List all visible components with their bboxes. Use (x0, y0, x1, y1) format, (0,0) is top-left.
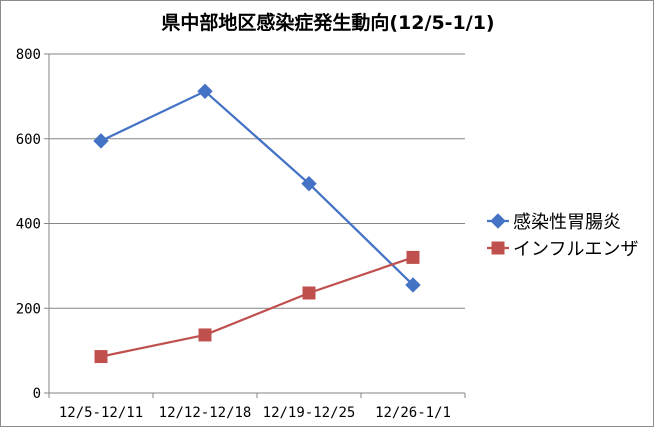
y-tick-labels: 0 200 400 600 800 (16, 47, 41, 402)
data-point-marker (490, 213, 506, 229)
series-line-1 (100, 256, 414, 358)
x-tick-label: 12/26-1/1 (375, 405, 451, 421)
series-line-0 (100, 89, 414, 286)
data-point-marker (302, 286, 316, 300)
y-tick-label: 200 (16, 301, 41, 317)
x-tick-label: 12/5-12/11 (59, 405, 143, 421)
data-point-marker (491, 241, 505, 255)
grid-lines (49, 53, 465, 309)
legend-label-0: 感染性胃腸炎 (513, 212, 621, 233)
data-point-marker (94, 350, 108, 364)
y-tick-label: 600 (16, 132, 41, 148)
data-point-marker (406, 250, 420, 264)
y-tick-label: 0 (33, 386, 41, 402)
x-tick-label: 12/19-12/25 (263, 405, 356, 421)
chart-title: 県中部地区感染症発生動向(12/5-1/1) (161, 11, 494, 34)
data-point-marker (93, 133, 109, 149)
series-lines (93, 83, 421, 364)
data-point-marker (198, 328, 212, 342)
y-tick-label: 800 (16, 47, 41, 63)
axes (44, 53, 466, 398)
data-point-marker (301, 175, 317, 192)
data-point-marker (405, 277, 421, 293)
y-tick-label: 400 (16, 217, 41, 233)
data-point-marker (197, 83, 213, 99)
legend-label-1: インフルエンザ (513, 239, 638, 260)
x-tick-label: 12/12-12/18 (159, 405, 252, 421)
x-tick-labels: 12/5-12/11 12/12-12/18 12/19-12/25 12/26-1/… (59, 405, 451, 421)
